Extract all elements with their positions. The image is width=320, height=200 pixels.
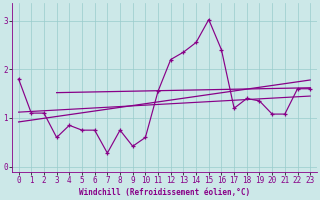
X-axis label: Windchill (Refroidissement éolien,°C): Windchill (Refroidissement éolien,°C) <box>79 188 250 197</box>
